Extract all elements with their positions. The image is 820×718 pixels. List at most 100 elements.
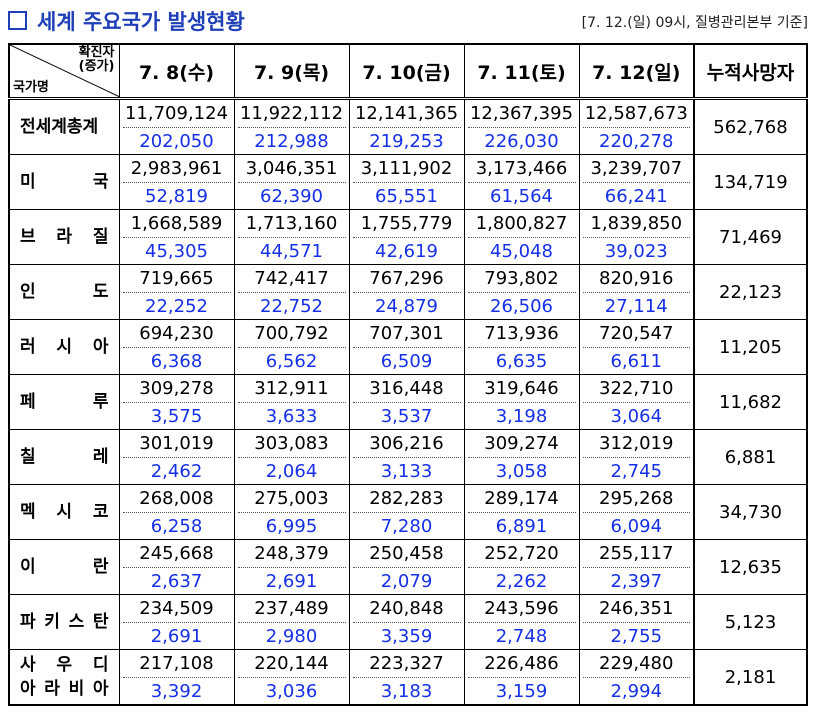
value-cell: 767,296 24,879	[348, 264, 465, 320]
increase: 6,368	[150, 351, 203, 372]
increase: 65,551	[375, 186, 438, 207]
confirmed: 226,486	[467, 650, 576, 678]
value-cell: 3,046,351 62,390	[233, 154, 350, 210]
confirmed: 243,596	[467, 595, 576, 623]
value-cell: 245,668 2,637	[118, 539, 235, 595]
confirmed: 720,547	[582, 320, 690, 348]
confirmed: 229,480	[582, 650, 690, 678]
value-cell: 713,936 6,635	[463, 319, 580, 375]
increase: 2,397	[610, 571, 663, 592]
increase: 7,280	[380, 516, 433, 537]
row: 이 란 245,668 2,637 248,379 2,691 250,458 2,079 2…	[8, 539, 808, 595]
confirmed: 12,367,395	[467, 100, 576, 128]
confirmed: 12,141,365	[352, 100, 461, 128]
confirmed: 11,922,112	[237, 100, 346, 128]
increase: 42,619	[375, 241, 438, 262]
value-cell: 319,646 3,198	[463, 374, 580, 430]
value-cell: 12,587,673 220,278	[578, 98, 695, 155]
confirmed: 250,458	[352, 540, 461, 568]
title-text: 세계 주요국가 발생현황	[37, 10, 245, 34]
value-cell: 1,800,827 45,048	[463, 209, 580, 265]
confirmed: 245,668	[122, 540, 231, 568]
value-cell: 694,230 6,368	[118, 319, 235, 375]
increase: 2,748	[495, 626, 548, 647]
confirmed: 252,720	[467, 540, 576, 568]
increase: 44,571	[260, 241, 323, 262]
corner-sub-text: (증가)	[78, 59, 115, 74]
row: 파 키 스 탄 234,509 2,691 237,489 2,980 240,848 3,…	[8, 594, 808, 650]
header-row: 확진자 (증가) 국가명 7. 8(수) 7. 9(목) 7. 10(금) 7. 11(…	[8, 43, 808, 100]
increase: 2,637	[150, 571, 203, 592]
increase: 6,635	[495, 351, 548, 372]
country-name: 아 라 비 아	[20, 679, 109, 699]
confirmed: 11,709,124	[122, 100, 231, 128]
value-cell: 309,274 3,058	[463, 429, 580, 485]
country-name: 미 국	[20, 172, 109, 192]
confirmed: 220,144	[237, 650, 346, 678]
value-cell: 252,720 2,262	[463, 539, 580, 595]
country-name: 페 루	[20, 392, 109, 412]
increase: 2,745	[610, 461, 663, 482]
confirmed: 1,839,850	[582, 210, 690, 238]
increase: 6,509	[380, 351, 433, 372]
value-cell: 229,480 2,994	[578, 649, 695, 706]
value-cell: 303,083 2,064	[233, 429, 350, 485]
confirmed: 289,174	[467, 485, 576, 513]
increase: 61,564	[490, 186, 553, 207]
country-name: 러 시 아	[20, 337, 109, 357]
increase: 2,064	[265, 461, 318, 482]
increase: 6,995	[265, 516, 318, 537]
value-cell: 700,792 6,562	[233, 319, 350, 375]
confirmed: 1,668,589	[122, 210, 231, 238]
column-header: 누적사망자	[693, 43, 808, 100]
country-cell: 칠 레	[8, 429, 120, 485]
deaths: 12,635	[693, 539, 808, 595]
value-cell: 719,665 22,252	[118, 264, 235, 320]
value-cell: 234,509 2,691	[118, 594, 235, 650]
country-cell: 전세계총계	[8, 98, 120, 155]
value-cell: 289,174 6,891	[463, 484, 580, 540]
value-cell: 250,458 2,079	[348, 539, 465, 595]
country-name: 칠 레	[20, 447, 109, 467]
value-cell: 309,278 3,575	[118, 374, 235, 430]
value-cell: 301,019 2,462	[118, 429, 235, 485]
increase: 226,030	[484, 131, 559, 152]
confirmed: 3,173,466	[467, 155, 576, 183]
confirmed: 309,278	[122, 375, 231, 403]
value-cell: 243,596 2,748	[463, 594, 580, 650]
deaths: 34,730	[693, 484, 808, 540]
increase: 6,562	[265, 351, 318, 372]
confirmed: 2,983,961	[122, 155, 231, 183]
country-cell: 브 라 질	[8, 209, 120, 265]
confirmed: 268,008	[122, 485, 231, 513]
confirmed: 1,800,827	[467, 210, 576, 238]
increase: 3,198	[495, 406, 548, 427]
row: 미 국 2,983,961 52,819 3,046,351 62,390 3,111,9…	[8, 154, 808, 210]
value-cell: 707,301 6,509	[348, 319, 465, 375]
country-cell: 인 도	[8, 264, 120, 320]
confirmed: 1,713,160	[237, 210, 346, 238]
country-name: 파 키 스 탄	[20, 612, 109, 632]
confirmed: 223,327	[352, 650, 461, 678]
increase: 26,506	[490, 296, 553, 317]
increase: 2,462	[150, 461, 203, 482]
value-cell: 11,709,124 202,050	[118, 98, 235, 155]
deaths: 5,123	[693, 594, 808, 650]
deaths: 2,181	[693, 649, 808, 706]
increase: 2,262	[495, 571, 548, 592]
increase: 212,988	[254, 131, 329, 152]
column-header: 7. 12(일)	[578, 43, 695, 100]
confirmed: 248,379	[237, 540, 346, 568]
increase: 27,114	[604, 296, 668, 317]
confirmed: 295,268	[582, 485, 690, 513]
increase: 3,159	[495, 681, 548, 702]
increase: 2,691	[150, 626, 203, 647]
country-name: 인 도	[20, 282, 109, 302]
confirmed: 694,230	[122, 320, 231, 348]
confirmed: 217,108	[122, 650, 231, 678]
diagonal	[10, 45, 118, 96]
value-cell: 1,668,589 45,305	[118, 209, 235, 265]
value-cell: 322,710 3,064	[578, 374, 695, 430]
column-header: 7. 11(토)	[463, 43, 580, 100]
